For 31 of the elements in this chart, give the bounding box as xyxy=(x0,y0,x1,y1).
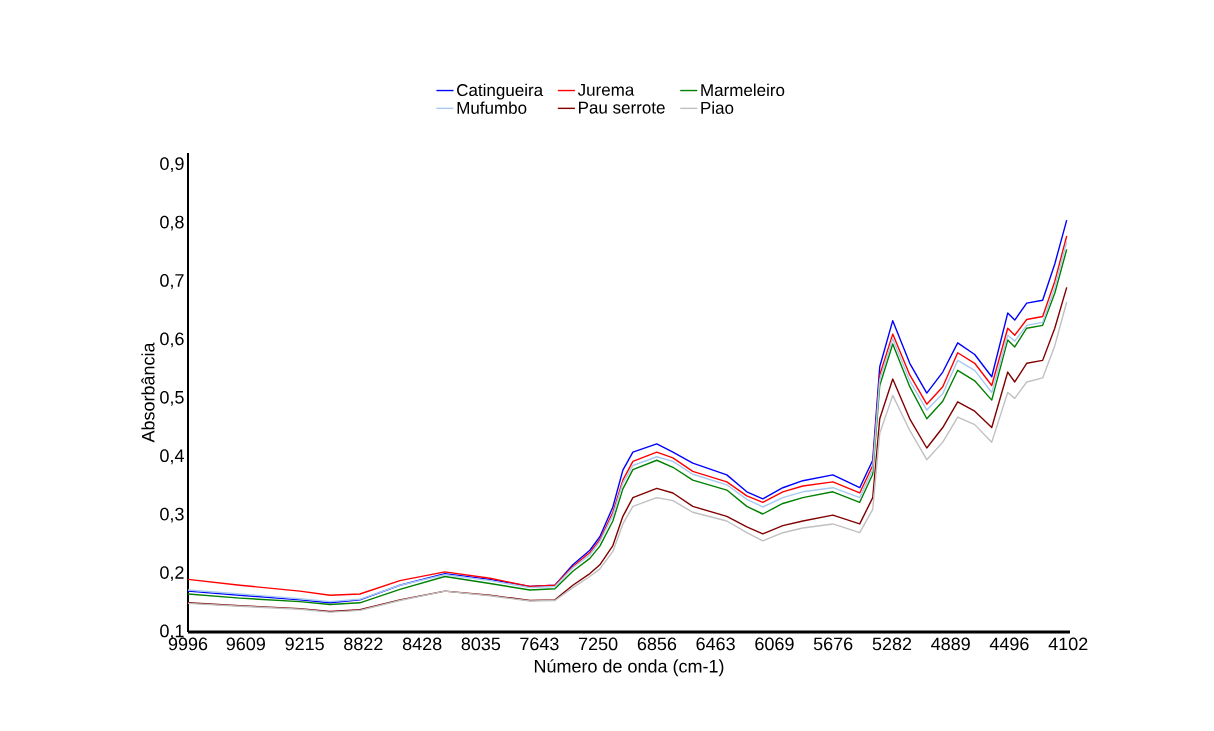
legend-label: Mufumbo xyxy=(457,101,527,114)
x-tick-label: 7250 xyxy=(578,637,618,651)
x-tick-label: 8822 xyxy=(344,637,383,651)
x-tick-label: 4102 xyxy=(1048,637,1088,651)
y-axis-title: Absorbância xyxy=(141,342,155,443)
x-tick-label: 5676 xyxy=(813,637,853,651)
y-tick-label: 0,8 xyxy=(160,215,184,231)
x-tick-label: 4889 xyxy=(931,637,970,651)
x-tick-label: 7643 xyxy=(520,637,559,651)
y-tick-label: 0,2 xyxy=(160,566,184,582)
y-tick-label: 0,5 xyxy=(160,390,184,406)
legend-label: Pau serrote xyxy=(579,101,665,114)
y-tick-label: 0,3 xyxy=(160,507,184,523)
x-tick-label: 9215 xyxy=(285,637,324,651)
x-tick-label: 9609 xyxy=(226,637,265,651)
y-tick-label: 0,6 xyxy=(160,332,184,348)
y-tick-label: 0,9 xyxy=(160,157,184,173)
x-axis-title: Número de onda (cm-1) xyxy=(534,659,724,677)
x-tick-label: 4496 xyxy=(989,637,1029,651)
x-tick-label: 5282 xyxy=(872,637,912,651)
x-tick-label: 8035 xyxy=(461,637,501,651)
legend-label: Piao xyxy=(701,101,734,114)
legend-label: Catingueira xyxy=(457,83,544,100)
x-tick-label: 6463 xyxy=(696,637,735,651)
y-tick-label: 0,4 xyxy=(160,449,184,465)
legend-label: Jurema xyxy=(577,83,635,96)
x-tick-label: 6069 xyxy=(755,637,794,651)
y-tick-label: 0,7 xyxy=(160,274,184,289)
legend-label: Marmeleiro xyxy=(701,83,785,97)
x-tick-label: 8428 xyxy=(402,637,442,651)
x-tick-label: 6856 xyxy=(637,637,677,651)
